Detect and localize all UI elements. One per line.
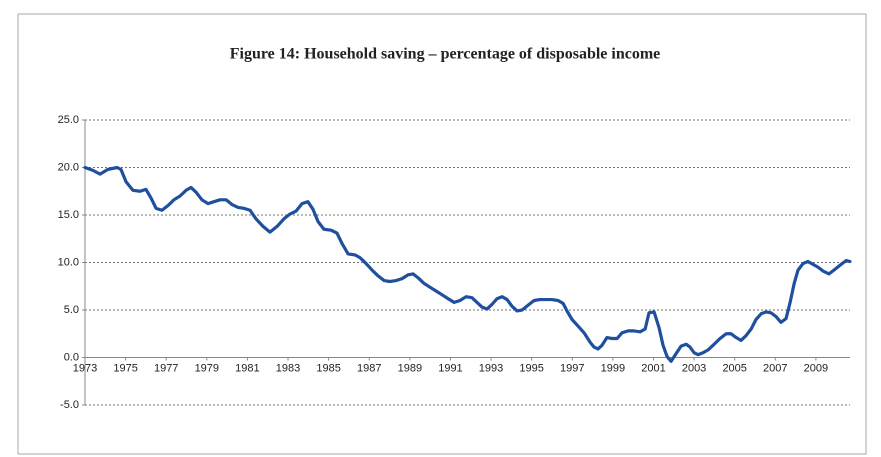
x-tick-label: 1999	[601, 362, 625, 374]
y-tick-label: 25.0	[58, 114, 79, 126]
x-tick-label: 1977	[154, 362, 178, 374]
y-tick-label: 10.0	[58, 256, 79, 268]
x-tick-label: 1985	[316, 362, 340, 374]
y-tick-label: -5.0	[60, 399, 79, 411]
y-tick-label: 20.0	[58, 161, 79, 173]
y-tick-label: 5.0	[64, 304, 79, 316]
x-tick-label: 1973	[73, 362, 97, 374]
x-tick-label: 1981	[235, 362, 259, 374]
x-tick-label: 2005	[722, 362, 746, 374]
y-tick-label: 0.0	[64, 351, 79, 363]
x-tick-label: 2007	[763, 362, 787, 374]
x-tick-label: 1983	[276, 362, 300, 374]
x-tick-label: 1991	[438, 362, 462, 374]
data-line	[83, 165, 852, 363]
x-tick-label: 1975	[113, 362, 137, 374]
x-tick-label: 1993	[479, 362, 503, 374]
x-tick-label: 1979	[195, 362, 219, 374]
x-tick-label: 1989	[398, 362, 422, 374]
x-tick-label: 1987	[357, 362, 381, 374]
x-tick-label: 2009	[804, 362, 828, 374]
x-tick-label: 2001	[641, 362, 665, 374]
chart-title: Figure 14: Household saving – percentage…	[230, 46, 661, 63]
x-tick-label: 1997	[560, 362, 584, 374]
y-tick-label: 15.0	[58, 209, 79, 221]
figure-frame	[17, 13, 867, 455]
x-tick-label: 1995	[519, 362, 543, 374]
x-tick-label: 2003	[682, 362, 706, 374]
